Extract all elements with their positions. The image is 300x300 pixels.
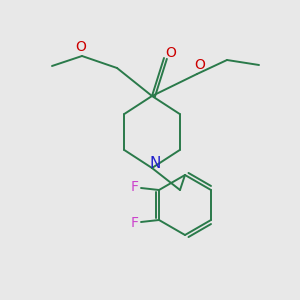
Text: F: F — [131, 180, 139, 194]
Text: N: N — [149, 155, 161, 170]
Text: O: O — [166, 46, 176, 60]
Text: O: O — [76, 40, 86, 54]
Text: F: F — [131, 216, 139, 230]
Text: O: O — [195, 58, 206, 72]
